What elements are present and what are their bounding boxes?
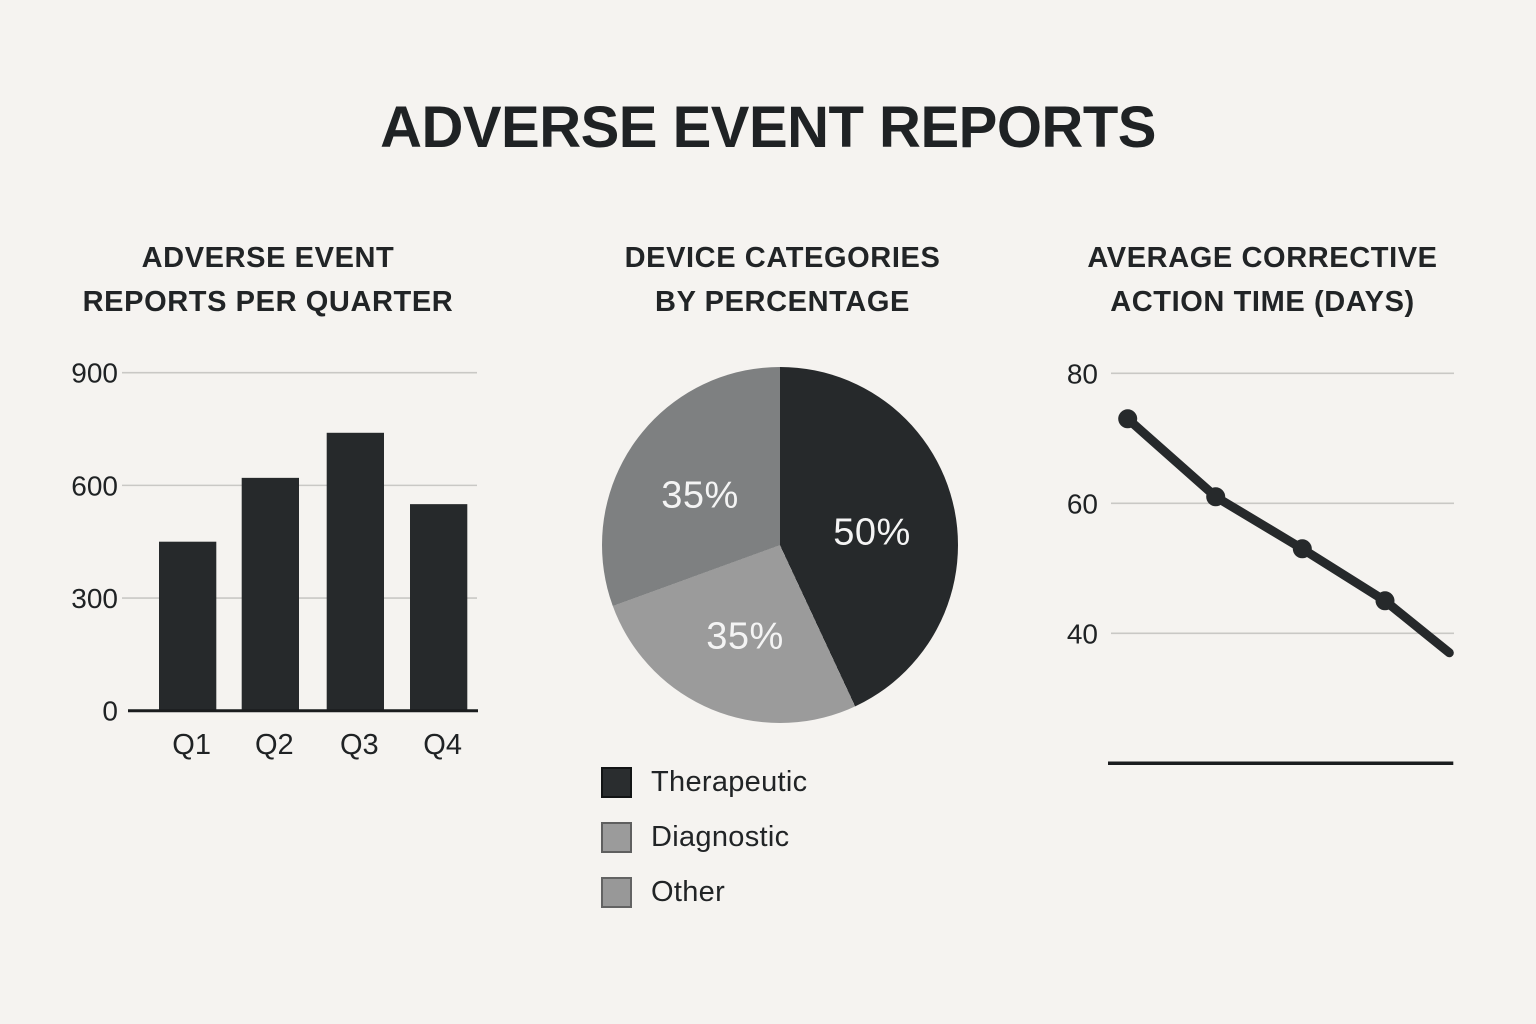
line-chart-title-line1: AVERAGE CORRECTIVE <box>1087 242 1438 274</box>
pie-slice-label-therapeutic: 50% <box>833 511 911 554</box>
legend-row-therapeutic: Therapeutic <box>601 766 807 799</box>
legend-swatch-therapeutic <box>601 767 632 798</box>
bar-x-label-q4: Q4 <box>423 729 462 761</box>
pie-chart <box>602 367 958 723</box>
data-point-2 <box>1292 539 1312 559</box>
pie-slice-label-other: 35% <box>661 474 739 517</box>
data-point-1 <box>1206 487 1226 507</box>
legend-swatch-diagnostic <box>601 822 632 853</box>
bar-chart-title: ADVERSE EVENT REPORTS PER QUARTER <box>40 236 496 324</box>
line-y-tick-80: 80 <box>1067 358 1098 389</box>
line-chart: 80 60 40 <box>1067 358 1454 766</box>
legend-label-therapeutic: Therapeutic <box>651 766 808 798</box>
legend-row-diagnostic: Diagnostic <box>601 821 807 854</box>
bar-y-tick-0: 0 <box>102 696 118 727</box>
line-chart-title: AVERAGE CORRECTIVE ACTION TIME (DAYS) <box>1040 236 1485 324</box>
bar-x-label-q1: Q1 <box>172 729 211 761</box>
bar-y-tick-300: 300 <box>71 583 118 614</box>
page-title: ADVERSE EVENT REPORTS <box>380 95 1156 160</box>
legend-label-diagnostic: Diagnostic <box>651 821 790 853</box>
bar-q2 <box>241 477 299 711</box>
pie-legend: Therapeutic Diagnostic Other <box>601 766 807 931</box>
bar-chart-title-line1: ADVERSE EVENT <box>141 242 395 274</box>
line-y-tick-40: 40 <box>1067 618 1098 649</box>
pie-chart-title: DEVICE CATEGORIES BY PERCENTAGE <box>560 236 1005 324</box>
bar-y-tick-900: 900 <box>71 358 118 389</box>
pie-slice-label-diagnostic: 35% <box>706 615 784 658</box>
line-y-tick-60: 60 <box>1067 488 1098 519</box>
bar-x-label-q3: Q3 <box>340 729 379 761</box>
pie-chart-title-line1: DEVICE CATEGORIES <box>624 242 941 274</box>
bar-y-tick-600: 600 <box>71 470 118 501</box>
data-point-3 <box>1375 591 1395 611</box>
data-point-0 <box>1118 409 1138 429</box>
bar-q1 <box>159 541 217 711</box>
bar-q4 <box>410 504 468 711</box>
pie-chart-title-line2: BY PERCENTAGE <box>655 286 910 318</box>
bar-chart: 0 300 600 900 Q1 Q2 Q3 Q4 <box>71 358 478 761</box>
line-chart-title-line2: ACTION TIME (DAYS) <box>1110 286 1415 318</box>
legend-swatch-other <box>601 877 632 908</box>
bar-x-label-q2: Q2 <box>255 729 294 761</box>
bar-chart-title-line2: REPORTS PER QUARTER <box>82 286 454 318</box>
bar-q3 <box>326 432 384 711</box>
legend-label-other: Other <box>651 876 726 908</box>
trend-line <box>1123 414 1454 658</box>
legend-row-other: Other <box>601 876 807 909</box>
